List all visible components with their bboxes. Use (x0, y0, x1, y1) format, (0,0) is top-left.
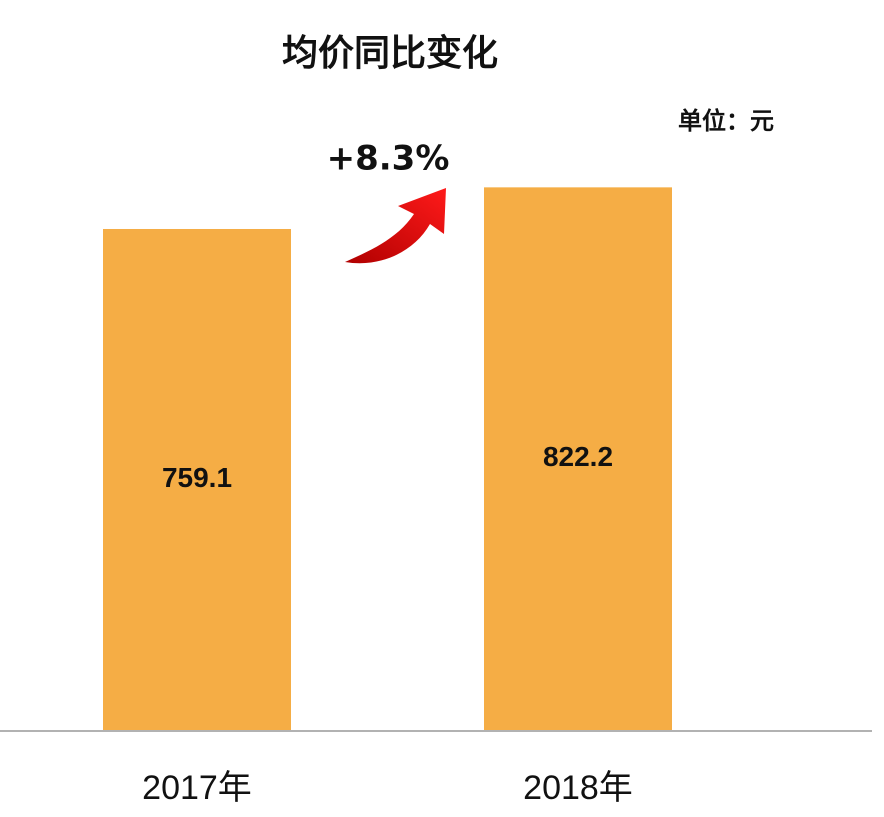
unit-label: 单位：元 (678, 107, 774, 135)
change-annotation: +8.3% (327, 139, 450, 179)
x-tick-label: 2018年 (523, 769, 633, 807)
x-tick-label: 2017年 (142, 769, 252, 807)
value-label: 822.2 (543, 441, 613, 472)
value-label: 759.1 (162, 462, 232, 493)
chart-title: 均价同比变化 (282, 32, 498, 74)
bar (484, 187, 672, 730)
increase-arrow (345, 188, 446, 264)
bar (103, 228, 291, 730)
